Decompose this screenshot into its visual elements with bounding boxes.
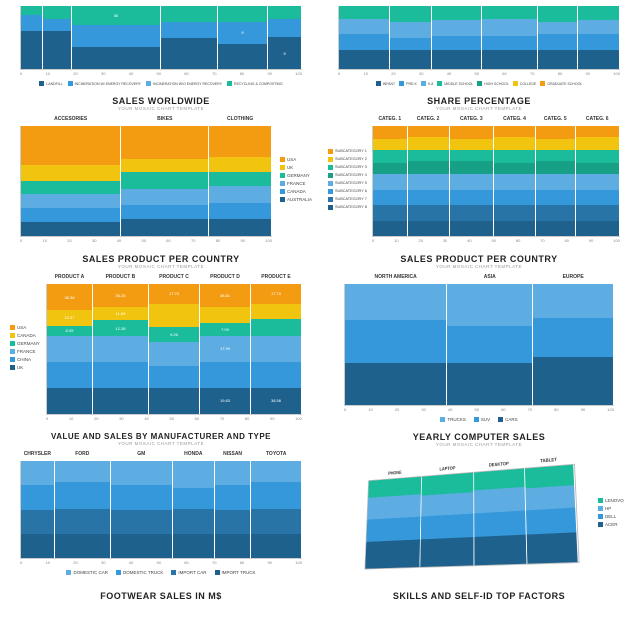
legend-waste: LANDFILLINCINERATION W/ ENERGY RECOVERYI… (39, 81, 282, 86)
title: SHARE PERCENTAGE (427, 96, 531, 106)
chart-vsm: CHRYSLERFORDGMHONDANISSANTOYOTA (20, 461, 302, 559)
title: SALES PRODUCT PER COUNTRY (82, 254, 239, 264)
title: SKILLS AND SELF-ID TOP FACTORS (393, 591, 565, 601)
subtitle: YOUR MOSAIC CHART TEMPLATE (118, 264, 204, 269)
chart-grid: 3695 0102030405060708090100 LANDFILLINCI… (0, 0, 640, 640)
subtitle: YOUR MOSAIC CHART TEMPLATE (436, 106, 522, 111)
panel-vsm: VALUE AND SALES BY MANUFACTURER AND TYPE… (6, 430, 316, 575)
panel-ycs: YEARLY COMPUTER SALES YOUR MOSAIC CHART … (324, 430, 634, 575)
title: VALUE AND SALES BY MANUFACTURER AND TYPE (51, 432, 271, 441)
panel-sales-ww: SALES WORLDWIDE YOUR MOSAIC CHART TEMPLA… (6, 94, 316, 244)
chart-ycs: PHONELAPTOPDESKTOPTABLET (364, 464, 579, 570)
legend-spc-b: TRUCKSSUVCARS (440, 417, 517, 422)
panel-spc-a: SALES PRODUCT PER COUNTRY YOUR MOSAIC CH… (6, 252, 316, 422)
legend-spc-a: USACANADAGERMANYFRANCECHINAUK (6, 272, 46, 422)
xaxis: 0102030405060708090100 (344, 406, 614, 413)
title: SALES WORLDWIDE (112, 96, 210, 106)
xaxis: 0102030405060708090100 (46, 415, 302, 422)
xaxis: 0102030405060708090100 (338, 70, 620, 77)
title: YEARLY COMPUTER SALES (413, 432, 546, 442)
legend-edu: INFANTPRE-KK-8MIDDLE SCHOOLHIGH SCHOOLCO… (376, 81, 583, 86)
legend-vsm: DOMESTIC CARDOMESTIC TRUCKIMPORT CARIMPO… (66, 570, 255, 575)
title: SALES PRODUCT PER COUNTRY (400, 254, 557, 264)
xaxis: 0102030405060708090100 (20, 559, 302, 566)
legend-sales-ww: USAUKGERMANYFRANCECANADAAUSTRALIA (276, 114, 316, 244)
xaxis: 0102030405060708090100 (20, 237, 272, 244)
subtitle: YOUR MOSAIC CHART TEMPLATE (436, 264, 522, 269)
subtitle: YOUR MOSAIC CHART TEMPLATE (436, 442, 522, 447)
subtitle: YOUR MOSAIC CHART TEMPLATE (118, 106, 204, 111)
panel-waste: 3695 0102030405060708090100 LANDFILLINCI… (6, 6, 316, 86)
xaxis: 0102030405060708090100 (372, 237, 620, 244)
subtitle: YOUR MOSAIC CHART TEMPLATE (118, 441, 204, 446)
legend-share-pct: SUBCATEGORY 1SUBCATEGORY 2SUBCATEGORY 3S… (324, 114, 372, 244)
panel-skills: SKILLS AND SELF-ID TOP FACTORS (324, 583, 634, 613)
chart-spc-a: PRODUCT A38.3612.378.09PRODUCT B35.2511.… (46, 284, 302, 415)
chart-spc-b: NORTH AMERICAASIAEUROPE (344, 284, 614, 406)
xaxis: 0102030405060708090100 (20, 70, 302, 77)
chart-waste: 3695 (20, 6, 302, 70)
panel-footwear: FOOTWEAR SALES IN M$ (6, 583, 316, 613)
panel-share-pct: SHARE PERCENTAGE YOUR MOSAIC CHART TEMPL… (324, 94, 634, 244)
title: FOOTWEAR SALES IN M$ (100, 591, 222, 601)
legend-ycs: LENOVOHPDELLACER (594, 450, 634, 575)
panel-spc-b: SALES PRODUCT PER COUNTRY YOUR MOSAIC CH… (324, 252, 634, 422)
chart-sales-ww: ACCESORIESBIKESCLOTHING (20, 126, 272, 237)
panel-edu: 0102030405060708090100 INFANTPRE-KK-8MID… (324, 6, 634, 86)
chart-edu (338, 6, 620, 70)
chart-share-pct: CATEG. 1CATEG. 2CATEG. 3CATEG. 4CATEG. 5… (372, 126, 620, 237)
